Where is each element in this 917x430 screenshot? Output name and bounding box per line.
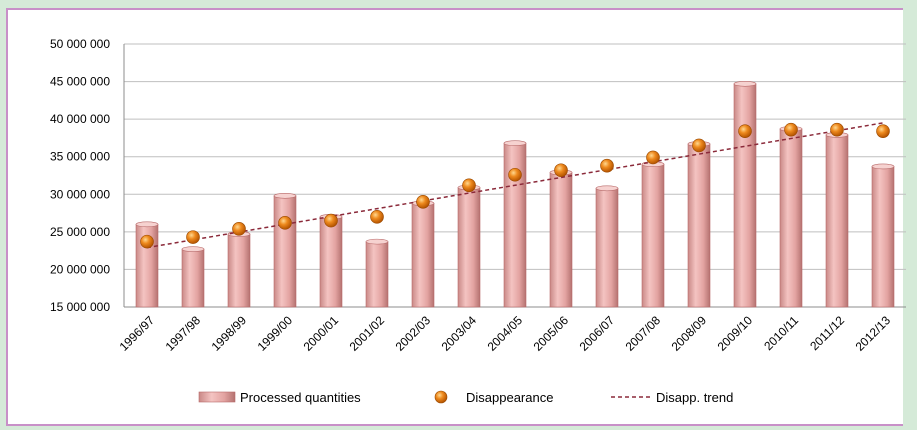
scatter-series — [140, 122, 890, 249]
y-tick-label: 30 000 000 — [50, 187, 110, 201]
bar — [411, 203, 435, 308]
scatter-point — [416, 195, 430, 209]
bar — [687, 143, 711, 308]
bar — [641, 163, 665, 308]
x-tick-label: 2010/11 — [761, 313, 801, 353]
bar — [365, 241, 389, 308]
bar-series — [135, 81, 895, 308]
bar-top — [135, 221, 159, 228]
scatter-point — [140, 234, 154, 249]
bar — [503, 142, 527, 308]
bar-top — [871, 163, 895, 170]
legend-label: Disappearance — [466, 390, 553, 405]
scatter-point — [232, 222, 246, 236]
y-tick-label: 15 000 000 — [50, 300, 110, 314]
x-tick-label: 2004/05 — [485, 313, 526, 354]
bar-top — [365, 238, 389, 245]
scatter-point — [692, 138, 706, 153]
bar — [779, 128, 803, 308]
y-tick-label: 25 000 000 — [50, 225, 110, 239]
x-tick-label: 2009/10 — [715, 313, 756, 354]
bar-top — [503, 140, 527, 146]
x-axis-ticks: 1996/97 1997/98 1998/99 1999/00 2000/01 2001/… — [117, 313, 894, 354]
x-tick-label: 1999/00 — [255, 313, 296, 354]
y-tick-label: 20 000 000 — [50, 262, 110, 276]
y-tick-label: 35 000 000 — [50, 150, 110, 164]
x-tick-label: 2001/02 — [347, 313, 388, 354]
bar — [595, 187, 619, 308]
x-tick-label: 2006/07 — [577, 313, 618, 354]
x-tick-label: 2008/09 — [669, 313, 710, 354]
y-tick-label: 45 000 000 — [50, 75, 110, 89]
scatter-point — [600, 158, 614, 173]
x-tick-label: 2012/13 — [853, 313, 894, 354]
legend-swatch-bar — [198, 391, 236, 403]
bar — [457, 187, 481, 308]
bar-top — [181, 246, 205, 252]
scatter-point — [784, 122, 798, 137]
scatter-point — [186, 230, 200, 244]
bar-top — [273, 192, 297, 199]
bar — [871, 166, 895, 308]
scatter-point — [324, 213, 338, 228]
x-tick-label: 2003/04 — [439, 313, 480, 354]
x-tick-label: 1997/98 — [163, 313, 204, 354]
x-tick-label: 2005/06 — [531, 313, 572, 354]
bar-top — [733, 81, 757, 87]
x-tick-label: 1998/99 — [209, 313, 250, 354]
trend-series — [146, 122, 884, 249]
bar — [319, 216, 343, 308]
bar — [825, 134, 849, 308]
bar-top — [595, 185, 619, 192]
bar — [549, 172, 573, 308]
scatter-point — [646, 150, 660, 165]
y-tick-label: 40 000 000 — [50, 112, 110, 126]
legend-label: Processed quantities — [240, 390, 361, 405]
scatter-point — [738, 124, 752, 138]
bar — [227, 233, 251, 308]
bar — [181, 248, 205, 308]
legend-label: Disapp. trend — [656, 390, 733, 405]
x-tick-label: 2000/01 — [301, 313, 342, 354]
bar — [733, 83, 757, 308]
x-tick-label: 1996/97 — [117, 313, 158, 354]
legend: Processed quantities Disappearance Disapp.… — [198, 390, 733, 405]
x-tick-label: 2002/03 — [393, 313, 434, 354]
scatter-point — [508, 167, 522, 182]
bar — [273, 195, 297, 308]
scatter-point — [462, 178, 476, 193]
x-tick-label: 2007/08 — [623, 313, 664, 354]
scatter-point — [278, 216, 292, 230]
scatter-point — [876, 124, 890, 138]
trend-line — [146, 122, 884, 249]
scatter-point — [370, 210, 384, 224]
y-axis-ticks: 15 000 000 20 000 000 25 000 000 30 000 000… — [50, 37, 110, 314]
legend-swatch-dot — [434, 390, 448, 404]
scatter-point — [554, 163, 568, 178]
y-tick-label: 50 000 000 — [50, 37, 110, 51]
scatter-point — [830, 122, 844, 137]
x-tick-label: 2011/12 — [807, 313, 847, 353]
